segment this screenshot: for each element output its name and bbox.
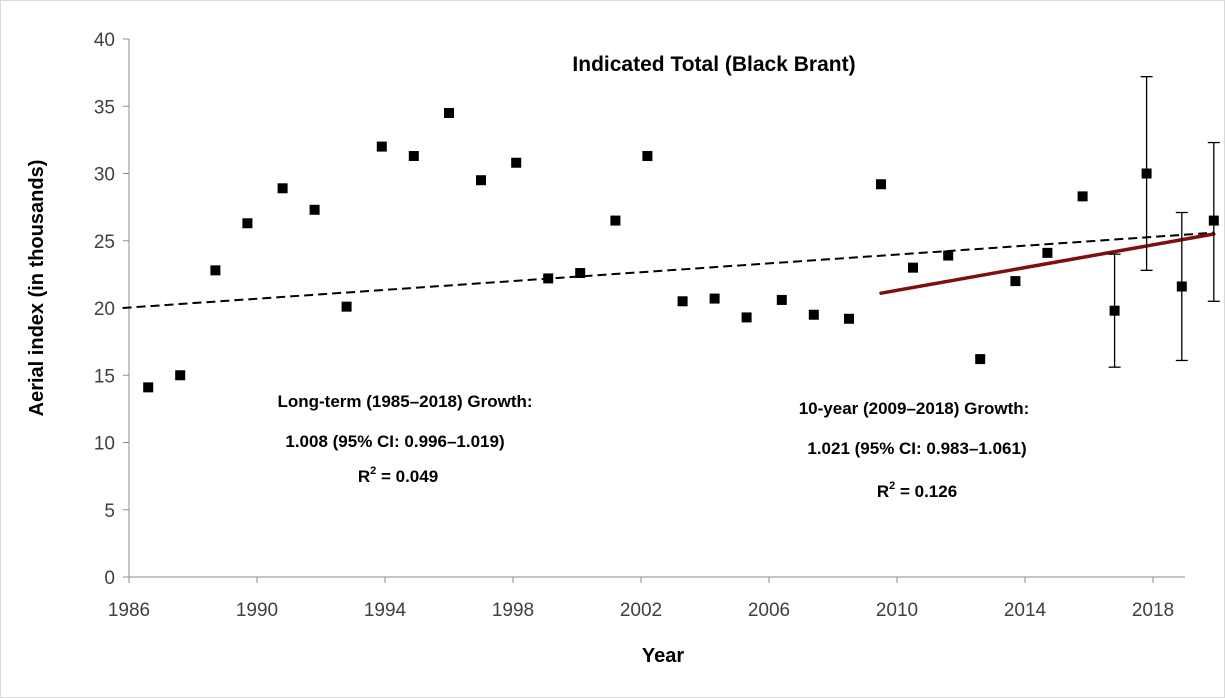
data-point: [143, 382, 154, 393]
y-tick-label: 10: [94, 434, 115, 455]
chart-title: Indicated Total (Black Brant): [572, 53, 855, 76]
ten-year-growth-value: 1.021 (95% CI: 0.983–1.061): [807, 439, 1026, 458]
data-point: [844, 313, 854, 324]
data-point: [741, 312, 752, 323]
y-tick-label: 5: [104, 501, 115, 522]
data-point: [242, 218, 253, 229]
long-term-growth-value: 1.008 (95% CI: 0.996–1.019): [285, 432, 504, 451]
y-tick-label: 40: [94, 30, 115, 51]
data-point: [543, 273, 554, 284]
x-tick-label: 1990: [236, 600, 278, 621]
data-point: [1176, 281, 1187, 292]
data-point: [1042, 247, 1053, 258]
data-point: [175, 370, 186, 381]
data-point: [1010, 276, 1021, 287]
x-tick-label: 2010: [876, 600, 918, 621]
data-point: [709, 293, 720, 304]
long-term-growth-label: Long-term (1985–2018) Growth:: [277, 392, 532, 411]
data-point: [908, 262, 918, 273]
ten-year-r-squared: R2 = 0.126: [877, 480, 957, 501]
x-tick-label: 1998: [492, 600, 534, 621]
y-tick-label: 30: [94, 165, 115, 186]
data-point: [575, 268, 586, 279]
data-point: [776, 294, 787, 305]
x-ticks: 1986 1990 1994 1998 2002 2006 2010 2014 2018: [108, 577, 1174, 621]
data-point: [476, 175, 486, 186]
ten-year-trend-line: [879, 232, 1216, 295]
data-point: [642, 151, 653, 162]
y-axis-title: Aerial index (in thousands): [26, 160, 48, 417]
x-tick-label: 1994: [364, 600, 407, 621]
data-point: [210, 265, 221, 276]
data-point: [309, 204, 320, 215]
x-axis-title: Year: [642, 645, 684, 667]
x-tick-label: 2018: [1132, 600, 1174, 621]
x-tick-label: 1986: [108, 600, 150, 621]
data-point: [610, 215, 621, 226]
y-ticks: 0 5 10 15 20 25 30 35 40: [94, 30, 129, 589]
data-point: [1208, 215, 1219, 226]
data-point: [341, 301, 352, 312]
data-point: [408, 151, 419, 162]
y-tick-label: 35: [94, 97, 115, 118]
ten-year-growth-label: 10-year (2009–2018) Growth:: [799, 399, 1030, 418]
x-tick-label: 2014: [1004, 600, 1047, 621]
data-point: [1109, 305, 1120, 316]
trend-lines: [122, 231, 1216, 309]
data-point: [444, 107, 454, 118]
y-tick-label: 25: [94, 232, 115, 253]
long-term-r-squared: R2 = 0.049: [358, 465, 438, 486]
x-tick-label: 2006: [748, 600, 790, 621]
data-point: [677, 296, 688, 307]
data-point: [876, 179, 886, 190]
data-point: [808, 309, 819, 320]
data-point: [1077, 191, 1088, 202]
ten-year-annotation: 10-year (2009–2018) Growth: 1.021 (95% C…: [799, 399, 1030, 501]
long-term-annotation: Long-term (1985–2018) Growth: 1.008 (95%…: [277, 392, 532, 486]
long-term-trend-line: [122, 231, 1214, 309]
axes: [128, 39, 1185, 578]
y-tick-label: 20: [94, 299, 115, 320]
data-point: [975, 354, 986, 365]
error-bars: [1108, 76, 1220, 368]
data-point: [1141, 168, 1152, 179]
y-tick-label: 15: [94, 366, 115, 387]
data-point: [943, 250, 954, 261]
y-tick-label: 0: [104, 568, 115, 589]
data-point: [277, 183, 288, 194]
data-points: [143, 107, 1219, 393]
data-point: [376, 141, 387, 152]
x-tick-label: 2002: [620, 600, 662, 621]
data-point: [511, 157, 522, 168]
